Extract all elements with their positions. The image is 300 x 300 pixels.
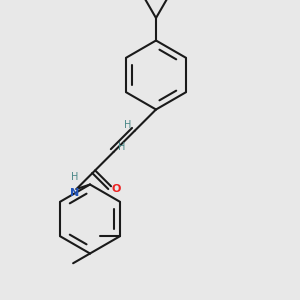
Text: O: O: [112, 184, 121, 194]
Text: H: H: [124, 120, 131, 130]
Text: H: H: [118, 142, 126, 152]
Text: N: N: [70, 188, 80, 198]
Text: H: H: [71, 172, 79, 182]
